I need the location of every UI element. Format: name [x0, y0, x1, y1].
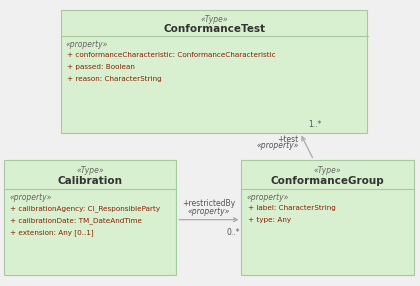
Text: + label: CharacterString: + label: CharacterString — [248, 205, 336, 211]
Text: + calibrationDate: TM_DateAndTime: + calibrationDate: TM_DateAndTime — [10, 217, 142, 224]
Text: ConformanceGroup: ConformanceGroup — [271, 176, 384, 186]
Text: «Type»: «Type» — [200, 15, 228, 23]
Bar — [241, 160, 414, 275]
Text: + type: Any: + type: Any — [248, 217, 291, 223]
Bar — [4, 160, 176, 275]
Text: 0..*: 0..* — [226, 228, 240, 237]
Text: 1..*: 1..* — [308, 120, 322, 129]
Bar — [61, 10, 367, 133]
Text: + extension: Any [0..1]: + extension: Any [0..1] — [10, 229, 94, 236]
Text: Calibration: Calibration — [58, 176, 123, 186]
Text: + conformanceCharacteristic: ConformanceCharacteristic: + conformanceCharacteristic: Conformance… — [67, 52, 276, 58]
Text: «Type»: «Type» — [76, 166, 104, 175]
Text: +test: +test — [277, 135, 299, 144]
Text: + calibrationAgency: CI_ResponsibleParty: + calibrationAgency: CI_ResponsibleParty — [10, 205, 160, 212]
Text: «property»: «property» — [9, 193, 52, 202]
Text: «property»: «property» — [247, 193, 289, 202]
Text: «Type»: «Type» — [314, 166, 341, 175]
Text: ConformanceTest: ConformanceTest — [163, 24, 265, 33]
Text: «property»: «property» — [256, 141, 299, 150]
Text: + reason: CharacterString: + reason: CharacterString — [67, 76, 162, 82]
Text: +restrictedBy: +restrictedBy — [182, 199, 236, 208]
Text: + passed: Boolean: + passed: Boolean — [67, 64, 135, 70]
Text: «property»: «property» — [188, 207, 230, 216]
Text: «property»: «property» — [66, 40, 108, 49]
